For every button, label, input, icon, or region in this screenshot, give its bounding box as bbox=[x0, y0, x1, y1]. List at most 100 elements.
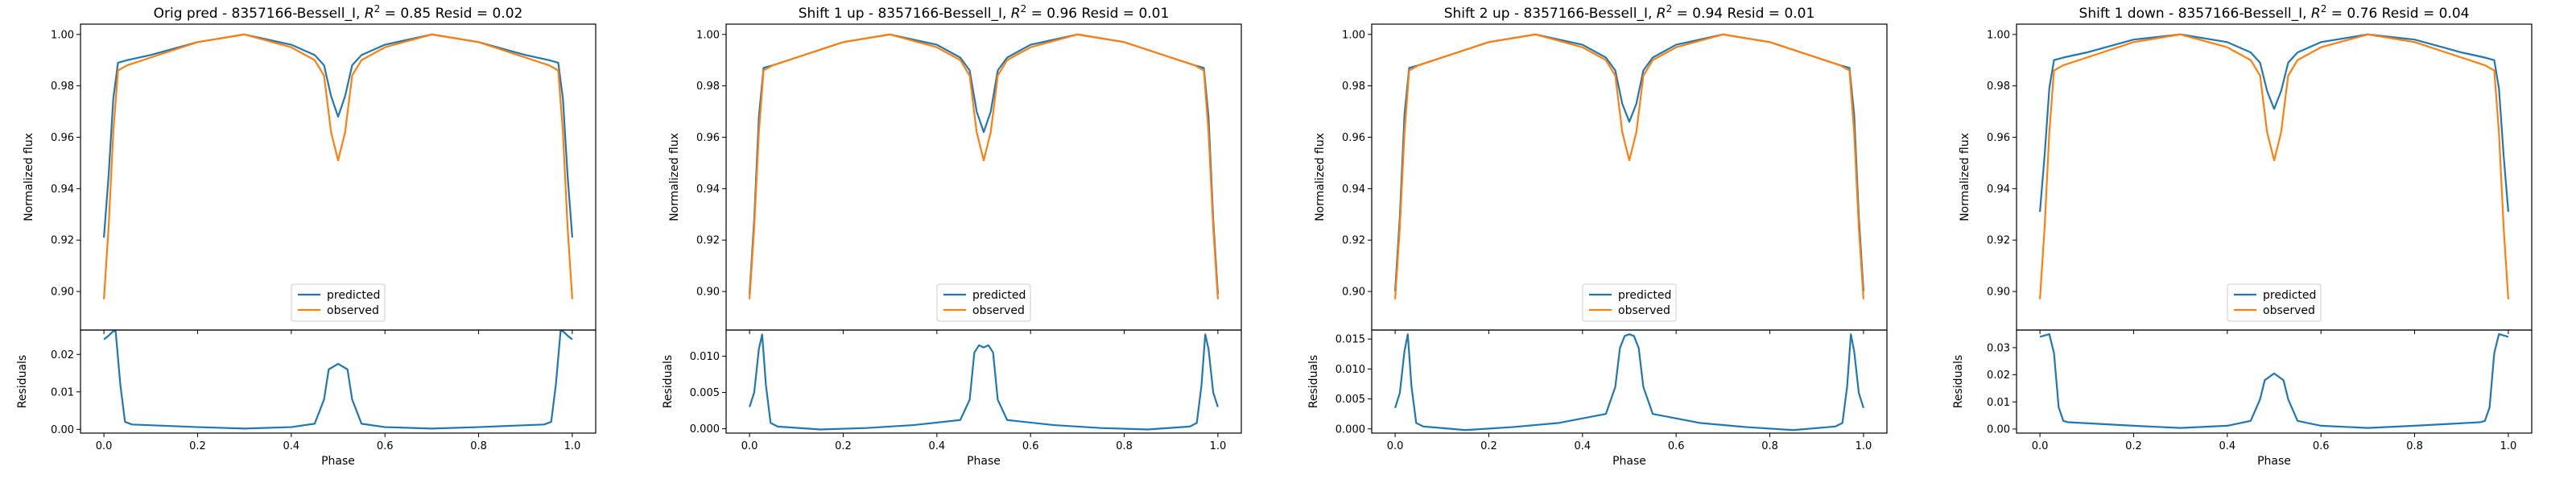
top-y-tick-label: 0.94 bbox=[51, 184, 74, 196]
legend-box bbox=[291, 283, 386, 322]
x-tick-label: 0.8 bbox=[470, 440, 487, 452]
top-y-tick-label: 0.92 bbox=[696, 235, 720, 247]
x-axis-label: Phase bbox=[967, 455, 1001, 468]
predicted-flux-line bbox=[2038, 33, 2510, 213]
bottom-y-tick-label: 0.00 bbox=[1987, 423, 2010, 436]
residuals-line bbox=[103, 330, 573, 430]
x-tick-label: 0.4 bbox=[2219, 440, 2235, 452]
top-y-tick-label: 0.94 bbox=[1987, 184, 2010, 196]
top-y-tick-label: 1.00 bbox=[1342, 29, 1365, 41]
top-y-tick-label: 0.94 bbox=[696, 184, 720, 196]
predicted-flux-line bbox=[1393, 33, 1865, 292]
top-y-tick-label: 0.96 bbox=[51, 132, 74, 144]
legend-label-predicted: predicted bbox=[327, 289, 380, 302]
residuals-line bbox=[2039, 332, 2509, 429]
legend: predicted observed bbox=[2227, 283, 2322, 322]
bottom-y-tick-label: 0.010 bbox=[690, 351, 720, 363]
top-y-tick-label: 0.98 bbox=[1987, 80, 2010, 93]
bottom-y-tick-label: 0.02 bbox=[51, 349, 74, 361]
x-tick-label: 0.2 bbox=[189, 440, 206, 452]
top-y-tick-label: 0.90 bbox=[1342, 287, 1365, 299]
x-tick-label: 0.8 bbox=[1761, 440, 1778, 452]
bottom-y-axis-label: Residuals bbox=[1307, 355, 1320, 408]
legend-label-predicted: predicted bbox=[1618, 289, 1671, 302]
top-y-tick-label: 0.92 bbox=[1987, 235, 2010, 247]
predicted-flux-line bbox=[102, 33, 574, 238]
predicted-flux-line bbox=[748, 33, 1220, 295]
legend-label-observed: observed bbox=[1618, 304, 1670, 317]
top-y-tick-label: 0.90 bbox=[51, 287, 74, 299]
legend: predicted observed bbox=[936, 283, 1031, 322]
x-tick-label: 1.0 bbox=[1856, 440, 1872, 452]
x-tick-label: 0.2 bbox=[1480, 440, 1497, 452]
bottom-y-axis-label: Residuals bbox=[1952, 355, 1965, 408]
subplot-3: Shift 2 up - 8357166-Bessell_I, R2 = 0.9… bbox=[1307, 3, 1888, 468]
top-y-tick-label: 0.90 bbox=[1987, 287, 2010, 299]
legend-label-observed: observed bbox=[972, 304, 1025, 317]
residuals-line bbox=[1394, 333, 1864, 431]
x-tick-label: 0.0 bbox=[1387, 440, 1404, 452]
x-tick-label: 0.4 bbox=[928, 440, 945, 452]
top-y-axis-label: Normalized flux bbox=[668, 133, 681, 221]
legend-label-predicted: predicted bbox=[2263, 289, 2316, 302]
bottom-axes-frame bbox=[2016, 329, 2533, 434]
x-tick-label: 0.0 bbox=[96, 440, 113, 452]
legend-label-observed: observed bbox=[327, 304, 379, 317]
bottom-y-tick-label: 0.02 bbox=[1987, 369, 2010, 382]
x-tick-label: 0.4 bbox=[283, 440, 299, 452]
top-y-tick-label: 1.00 bbox=[51, 29, 74, 41]
top-y-tick-label: 0.98 bbox=[1342, 80, 1365, 93]
x-tick-label: 0.2 bbox=[2125, 440, 2142, 452]
observed-flux-line bbox=[102, 33, 574, 299]
x-tick-label: 0.0 bbox=[2032, 440, 2049, 452]
top-y-tick-label: 0.98 bbox=[51, 80, 74, 93]
bottom-axes-frame bbox=[725, 329, 1242, 434]
top-y-tick-label: 0.92 bbox=[1342, 235, 1365, 247]
bottom-y-tick-label: 0.01 bbox=[1987, 397, 2010, 409]
residuals-line bbox=[749, 333, 1219, 431]
bottom-y-tick-label: 0.03 bbox=[1987, 342, 2010, 354]
bottom-y-tick-label: 0.010 bbox=[1335, 364, 1365, 376]
x-axis-label: Phase bbox=[321, 455, 355, 468]
top-y-tick-label: 0.90 bbox=[696, 287, 720, 299]
legend: predicted observed bbox=[1582, 283, 1677, 322]
top-y-tick-label: 0.96 bbox=[1987, 132, 2010, 144]
bottom-y-tick-label: 0.000 bbox=[1335, 423, 1365, 436]
x-tick-label: 1.0 bbox=[564, 440, 581, 452]
x-tick-label: 1.0 bbox=[1210, 440, 1227, 452]
x-tick-label: 0.8 bbox=[2406, 440, 2423, 452]
legend-label-predicted: predicted bbox=[972, 289, 1026, 302]
top-y-axis-label: Normalized flux bbox=[1959, 133, 1971, 221]
top-y-tick-label: 0.92 bbox=[51, 235, 74, 247]
legend: predicted observed bbox=[291, 283, 386, 322]
top-y-tick-label: 0.96 bbox=[696, 132, 720, 144]
x-tick-label: 0.4 bbox=[1574, 440, 1591, 452]
subplot-1: Orig pred - 8357166-Bessell_I, R2 = 0.85… bbox=[16, 3, 597, 468]
subplot-title: Shift 1 up - 8357166-Bessell_I, R2 = 0.9… bbox=[799, 3, 1170, 22]
subplot-title: Shift 2 up - 8357166-Bessell_I, R2 = 0.9… bbox=[1444, 3, 1815, 22]
legend-label-observed: observed bbox=[2263, 304, 2315, 317]
bottom-y-tick-label: 0.015 bbox=[1335, 334, 1365, 346]
bottom-axes-frame bbox=[80, 329, 597, 434]
observed-flux-line bbox=[1393, 33, 1865, 299]
bottom-y-axis-label: Residuals bbox=[16, 355, 29, 408]
bottom-y-tick-label: 0.005 bbox=[690, 387, 720, 399]
legend-box bbox=[936, 283, 1031, 322]
bottom-axes-frame bbox=[1371, 329, 1888, 434]
top-y-tick-label: 0.98 bbox=[696, 80, 720, 93]
top-y-axis-label: Normalized flux bbox=[23, 133, 35, 221]
observed-flux-line bbox=[748, 33, 1220, 299]
x-tick-label: 0.2 bbox=[835, 440, 852, 452]
top-y-tick-label: 0.96 bbox=[1342, 132, 1365, 144]
x-tick-label: 0.6 bbox=[1022, 440, 1039, 452]
x-tick-label: 0.8 bbox=[1116, 440, 1133, 452]
bottom-y-tick-label: 0.005 bbox=[1335, 394, 1365, 406]
bottom-y-tick-label: 0.00 bbox=[51, 424, 74, 436]
subplot-title: Shift 1 down - 8357166-Bessell_I, R2 = 0… bbox=[2079, 3, 2470, 22]
bottom-y-tick-label: 0.000 bbox=[690, 423, 720, 436]
subplot-4: Shift 1 down - 8357166-Bessell_I, R2 = 0… bbox=[1952, 3, 2533, 468]
x-tick-label: 0.6 bbox=[377, 440, 394, 452]
x-tick-label: 0.0 bbox=[741, 440, 758, 452]
x-axis-label: Phase bbox=[2257, 455, 2291, 468]
top-y-tick-label: 1.00 bbox=[696, 29, 720, 41]
